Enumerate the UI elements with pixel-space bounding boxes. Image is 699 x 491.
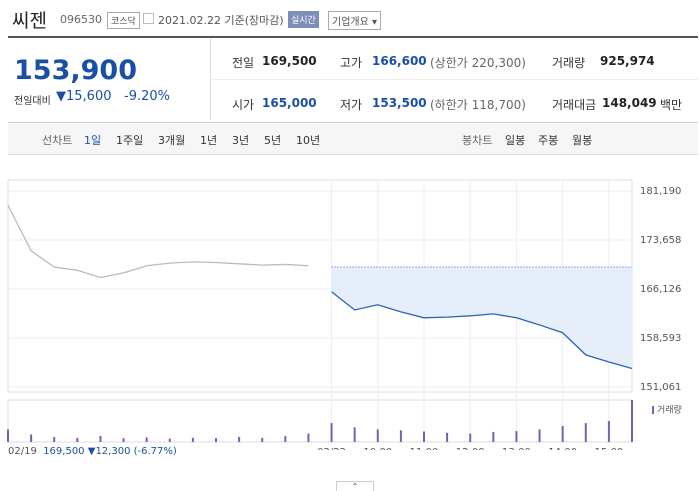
area-fill	[331, 267, 632, 369]
stat-label: 전일	[232, 56, 255, 70]
footer-date: 02/19	[8, 446, 37, 457]
stat-value: 166,600	[372, 54, 427, 68]
stat-value: 169,500	[262, 54, 317, 68]
tab[interactable]: 1년	[200, 134, 218, 147]
footer-rate: (-6.77%)	[133, 446, 177, 457]
y-tick-label: 173,658	[640, 235, 681, 246]
stat-value: 165,000	[262, 96, 317, 110]
volume-bar	[376, 429, 379, 442]
stat-label: 거래량	[552, 56, 586, 70]
volume-bar	[584, 423, 587, 442]
x-tick-label: 02/22	[317, 447, 346, 450]
price-line	[331, 291, 633, 370]
divider	[210, 79, 698, 80]
stat-note: (하한가 118,700)	[430, 98, 526, 112]
volume-legend: 거래량	[657, 404, 682, 416]
down-icon: ▼	[56, 89, 66, 104]
y-tick-label: 181,190	[640, 186, 681, 197]
volume-bar	[469, 433, 472, 442]
calendar-icon	[143, 13, 154, 24]
volume-bar	[399, 430, 402, 442]
change-rate: -9.20%	[124, 89, 170, 104]
footer: 02/19 169,500 ▼12,300 (-6.77%)	[8, 446, 177, 457]
x-tick-label: 10:00	[363, 447, 392, 450]
volume-bar	[53, 436, 56, 442]
tab[interactable]: 10년	[296, 134, 321, 147]
overview-label: 기업개요	[332, 17, 369, 28]
stat-label: 시가	[232, 98, 255, 112]
x-tick-label: 15:00	[594, 447, 623, 450]
stat-unit: 백만	[660, 98, 683, 112]
volume-bar	[607, 421, 610, 442]
volume-bar	[30, 434, 33, 442]
date: 2021.02.22 기준(장마감)	[158, 14, 284, 27]
tab-bar	[8, 124, 698, 155]
volume-bar	[7, 429, 9, 442]
current-price: 153,900	[14, 55, 137, 86]
footer-change: 12,300	[95, 446, 131, 457]
volume-bar	[492, 431, 495, 442]
tab[interactable]: 1주일	[116, 134, 144, 147]
realtime-button[interactable]: 실시간	[288, 11, 319, 28]
stat-label: 저가	[340, 98, 363, 112]
x-tick-label: 12:00	[456, 447, 485, 450]
collapse-button[interactable]: ⌃	[336, 481, 374, 491]
volume-bar	[168, 438, 171, 442]
stat-note: (상한가 220,300)	[430, 56, 526, 70]
y-tick-label: 158,593	[640, 333, 681, 344]
volume-bar	[145, 437, 148, 442]
volume-bar	[307, 433, 310, 442]
change-label: 전일대비	[14, 96, 51, 107]
tab[interactable]: 3개월	[158, 134, 186, 147]
tab[interactable]: 1일	[84, 134, 102, 147]
down-icon: ▼	[87, 446, 96, 457]
chart: 181,190 173,658 166,126 158,593 151,061 02/22…	[7, 179, 682, 450]
volume-bar	[76, 437, 79, 442]
volume-bar	[284, 436, 287, 442]
volume-bar	[561, 426, 564, 442]
stock-code: 096530	[60, 13, 102, 26]
tab[interactable]: 월봉	[572, 134, 593, 147]
volume-bar	[423, 431, 425, 442]
x-tick-label: 14:00	[548, 447, 577, 450]
tab[interactable]: 3년	[232, 134, 250, 147]
tab[interactable]: 5년	[264, 134, 282, 147]
footer-price: 169,500	[43, 446, 85, 457]
volume-bar	[191, 437, 194, 442]
tab[interactable]: 주봉	[538, 134, 559, 147]
volume-legend-swatch	[652, 406, 654, 414]
volume-bar	[330, 423, 333, 442]
change-value: 15,600	[66, 89, 112, 104]
stat-value: 925,974	[600, 54, 655, 68]
change: ▼15,600	[56, 89, 112, 104]
volume-bar	[515, 431, 518, 442]
stat-value: 148,049	[602, 96, 657, 110]
volume-frame	[7, 399, 633, 443]
x-tick-label: 13:00	[502, 447, 531, 450]
stat-value: 153,500	[372, 96, 427, 110]
info-box	[8, 36, 698, 123]
stock-name: 씨젠	[12, 10, 47, 32]
stat-label: 고가	[340, 56, 363, 70]
volume-bar	[446, 432, 449, 442]
stat-label: 거래대금	[552, 98, 597, 112]
volume-bar	[215, 438, 217, 442]
tab-label: 선차트	[42, 134, 73, 147]
y-tick-label: 151,061	[640, 382, 681, 393]
market-tag: 코스닥	[107, 12, 140, 29]
volume-bar	[99, 436, 102, 442]
volume-bar	[631, 400, 633, 442]
volume-bar	[353, 427, 356, 442]
y-tick-label: 166,126	[640, 284, 681, 295]
volume-bar	[538, 429, 541, 442]
tab-label: 봉차트	[462, 134, 493, 147]
volume-bar	[238, 436, 241, 442]
x-tick-label: 11:00	[410, 447, 439, 450]
tab[interactable]: 일봉	[505, 134, 526, 147]
price-line	[7, 204, 309, 279]
volume-bar	[122, 438, 125, 442]
volume-bar	[261, 437, 264, 442]
overview-button[interactable]: 기업개요 ▾	[328, 11, 382, 30]
